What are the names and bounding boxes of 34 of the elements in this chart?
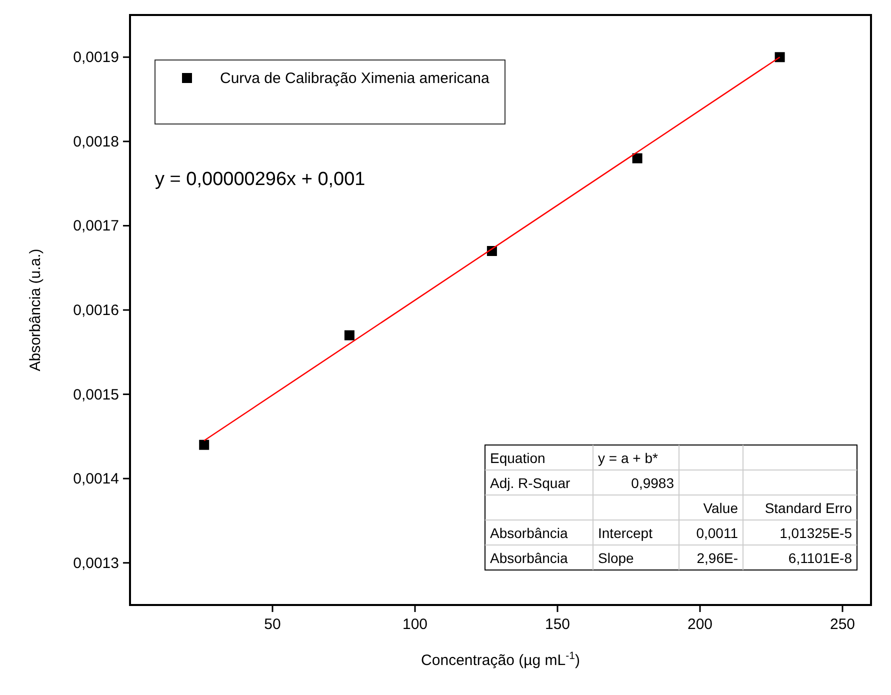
annotation: Absorbância [490, 550, 568, 566]
point [774, 52, 785, 62]
x-tick-label: 100 [402, 616, 428, 633]
x-tick-label: 50 [264, 616, 281, 633]
point [344, 330, 354, 340]
x-tick-label: 250 [830, 616, 856, 633]
annotation: 6,1101E-8 [788, 550, 852, 566]
legend-label: Curva de Calibração Ximenia americana [220, 70, 490, 87]
annotation: Absorbância [490, 525, 568, 541]
x-axis-title: Concentração (µg mL$^{-1}$) [421, 650, 580, 669]
point [632, 153, 642, 164]
y-tick-label: 0,0013 [73, 554, 119, 572]
annotation: y = a + b* [598, 450, 658, 466]
annotation: 0,9983 [631, 475, 674, 491]
annotation: 2,96E- [696, 550, 738, 566]
y-tick-label: 0,0019 [73, 49, 119, 66]
annotation: 1,01325E-5 [780, 525, 852, 541]
annotation: 0,0011 [696, 525, 738, 541]
x-tick-label: 150 [544, 616, 570, 633]
y-tick-label: 0,0017 [73, 218, 119, 235]
y-axis-title: Absorbância (u.a.) [27, 248, 44, 372]
y-tick-label: 0,0018 [73, 133, 119, 150]
x-tick-label: 200 [687, 616, 713, 633]
point [199, 440, 210, 450]
y-tick-label: 0,0016 [73, 302, 119, 319]
annotation: Adj. R-Squar [490, 475, 570, 491]
annotation: Intercept [598, 525, 653, 541]
y-tick-label: 0,0014 [73, 470, 119, 488]
annotation: Slope [598, 550, 634, 566]
annotation: Value [703, 500, 738, 516]
annotation: Equation [490, 450, 546, 466]
annotation: Standard Erro [764, 500, 852, 516]
annotation: y = 0,00000296x + 0,001 [155, 169, 366, 190]
y-tick-label: 0,0015 [73, 386, 119, 404]
